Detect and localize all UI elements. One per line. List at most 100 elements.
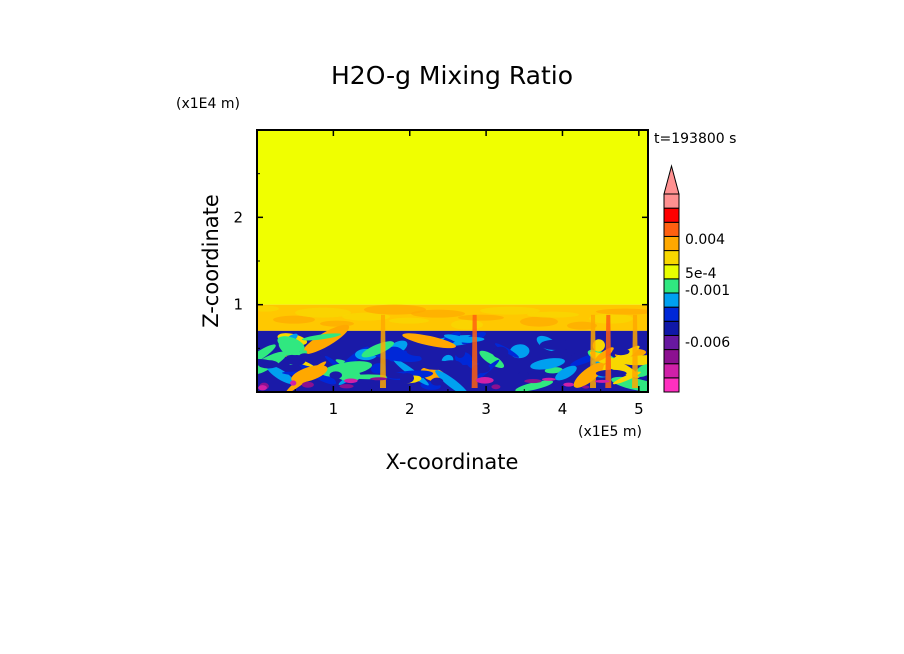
- x-tick-label: 3: [481, 400, 491, 418]
- y-tick-label: 1: [233, 296, 243, 314]
- field-patch: [480, 306, 540, 315]
- field-patch: [301, 381, 314, 388]
- y-unit-label: (x1E4 m): [176, 96, 240, 112]
- field-patch: [527, 311, 579, 318]
- field-patch: [421, 360, 453, 370]
- colorbar-label: 0.004: [685, 232, 725, 248]
- field-patch: [257, 344, 276, 367]
- field-patch: [308, 353, 321, 360]
- field-patch: [329, 371, 342, 379]
- updraft-column: [471, 314, 478, 388]
- field-patch: [411, 309, 465, 318]
- field-patch: [520, 316, 558, 327]
- field-patch: [258, 360, 279, 369]
- field-patch: [451, 319, 483, 330]
- colorbar-segment: [663, 221, 680, 237]
- field-patch: [370, 377, 388, 381]
- colorbar-segment: [663, 292, 680, 308]
- colorbar-segment: [663, 377, 680, 393]
- field-patch: [301, 333, 341, 341]
- field-patch: [567, 321, 597, 330]
- field-patch: [635, 364, 648, 377]
- field-patch: [435, 370, 469, 392]
- updraft-column: [605, 314, 612, 388]
- field-patch: [563, 382, 574, 387]
- colorbar-segment: [663, 334, 680, 351]
- field-patch: [492, 346, 509, 359]
- colorbar-segment: [663, 193, 680, 209]
- time-label: t=193800 s: [654, 131, 736, 147]
- field-patch: [266, 365, 295, 385]
- y-tick-label: 2: [233, 208, 243, 226]
- field-patch: [541, 377, 556, 381]
- field-patch: [515, 380, 554, 392]
- field-patch: [302, 324, 350, 355]
- field-patch: [320, 320, 354, 327]
- colorbar-segment: [663, 250, 680, 266]
- field-patch: [339, 384, 354, 389]
- field-patch: [476, 377, 494, 384]
- chart-title: H2O-g Mixing Ratio: [331, 61, 573, 90]
- colorbar-segment: [663, 264, 680, 280]
- colorbar-segment: [663, 306, 680, 322]
- colorbar-segment: [663, 235, 680, 252]
- y-axis: 12: [233, 173, 648, 349]
- field-patch: [257, 373, 274, 383]
- field-patch: [361, 383, 386, 389]
- updraft-column: [590, 314, 597, 388]
- field-patch: [573, 362, 604, 388]
- x-tick-label: 2: [405, 400, 415, 418]
- field-patch: [530, 358, 565, 370]
- field-patch: [458, 314, 504, 321]
- colorbar-segment: [663, 363, 680, 379]
- field-patch: [491, 384, 501, 390]
- x-tick-label: 1: [329, 400, 339, 418]
- updraft-column: [632, 314, 639, 388]
- x-tick-label: 5: [634, 400, 644, 418]
- field-patch: [258, 385, 267, 391]
- field-patch: [455, 346, 466, 359]
- field-patch: [550, 349, 575, 357]
- field-patch: [364, 304, 426, 315]
- colorbar: 0.004 5e-4-0.001 -0.006: [663, 164, 730, 393]
- field-patch: [389, 317, 429, 324]
- x-unit-label: (x1E5 m): [578, 424, 642, 440]
- y-axis-label: Z-coordinate: [199, 194, 223, 328]
- colorbar-label: -0.006: [685, 335, 730, 351]
- colorbar-extend-arrow: [663, 164, 680, 195]
- field-patch: [344, 378, 358, 384]
- upper-layer: [257, 130, 648, 305]
- field-patch: [295, 307, 351, 318]
- x-tick-label: 4: [558, 400, 568, 418]
- field-patch: [595, 369, 627, 378]
- field-patch: [257, 305, 279, 312]
- field-patch: [595, 379, 610, 383]
- heatmap-field: [257, 130, 648, 392]
- field-patch: [612, 348, 630, 356]
- field-patch: [518, 371, 529, 378]
- x-axis-label: X-coordinate: [386, 450, 519, 474]
- field-patch: [539, 339, 574, 351]
- field-patch: [283, 359, 303, 365]
- field-patch: [361, 341, 395, 358]
- colorbar-segment: [663, 349, 680, 365]
- field-patch: [399, 372, 414, 384]
- field-patch: [342, 312, 390, 321]
- colorbar-segment: [663, 278, 680, 294]
- field-patch: [402, 333, 456, 349]
- field-patch: [582, 385, 590, 389]
- colorbar-label: 5e-4: [685, 266, 717, 282]
- colorbar-segment: [663, 207, 680, 223]
- field-patch: [596, 308, 648, 315]
- field-patch: [291, 365, 328, 383]
- field-patch: [273, 315, 315, 324]
- colorbar-label: -0.001: [685, 283, 730, 299]
- field-patch: [555, 365, 577, 381]
- updraft-column: [380, 314, 387, 388]
- field-patch: [589, 313, 633, 324]
- field-patch: [592, 339, 605, 352]
- field-patch: [524, 378, 542, 384]
- field-patch: [619, 355, 648, 366]
- colorbar-segment: [663, 320, 680, 336]
